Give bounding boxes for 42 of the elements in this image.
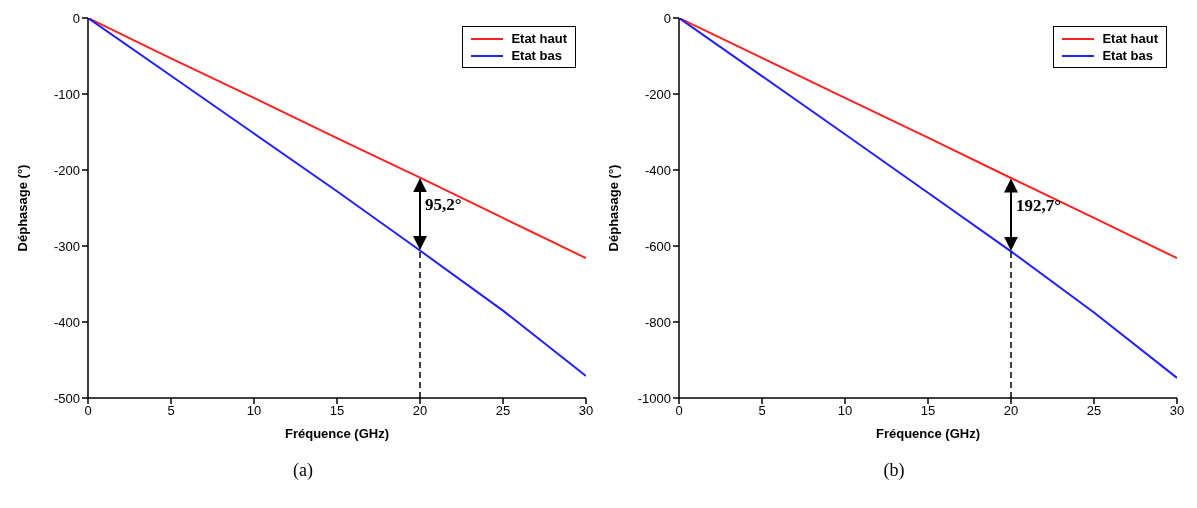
x-axis-title: Fréquence (GHz)	[284, 426, 390, 441]
x-tick-label: 10	[837, 403, 853, 419]
legend-label: Etat haut	[1102, 30, 1158, 47]
x-tick-label: 25	[495, 403, 511, 419]
x-tick-label: 0	[84, 403, 92, 419]
y-tick-label: -500	[53, 390, 80, 406]
y-tick-label: -600	[644, 238, 671, 254]
x-tick-label: 20	[1003, 403, 1019, 419]
line-series	[679, 18, 1177, 379]
legend-label: Etat bas	[511, 47, 562, 64]
x-tick-label: 10	[246, 403, 262, 419]
y-tick-label: -200	[53, 162, 80, 178]
text: (a)	[292, 460, 314, 481]
line-series	[88, 18, 586, 377]
y-tick-label: -400	[644, 162, 671, 178]
x-tick-label: 15	[329, 403, 345, 419]
annotation: 95,2°	[425, 194, 462, 214]
x-tick-label: 5	[167, 403, 175, 419]
y-tick-label: -100	[53, 86, 80, 102]
y-tick-label: -300	[53, 238, 80, 254]
text: (b)	[882, 460, 906, 481]
y-tick-label: -200	[644, 86, 671, 102]
y-tick-label: -400	[53, 314, 80, 330]
legend-label: Etat bas	[1102, 47, 1153, 64]
annotation: 192,7°	[1016, 195, 1062, 215]
y-axis-title: Déphasage (°)	[14, 164, 30, 252]
y-axis-title: Déphasage (°)	[605, 164, 621, 252]
x-tick-label: 20	[412, 403, 428, 419]
x-tick-label: 15	[920, 403, 936, 419]
y-tick-label: 0	[72, 10, 80, 26]
x-tick-label: 25	[1086, 403, 1102, 419]
x-tick-label: 30	[1169, 403, 1185, 419]
x-tick-label: 0	[675, 403, 683, 419]
line-series	[679, 18, 1177, 260]
y-tick-label: -800	[644, 314, 671, 330]
x-tick-label: 5	[758, 403, 766, 419]
y-tick-label: 0	[663, 10, 671, 26]
x-tick-label: 30	[578, 403, 594, 419]
y-tick-label: -1000	[637, 390, 671, 406]
x-axis-title: Fréquence (GHz)	[875, 426, 981, 441]
line-series	[88, 18, 586, 260]
legend-label: Etat haut	[511, 30, 567, 47]
